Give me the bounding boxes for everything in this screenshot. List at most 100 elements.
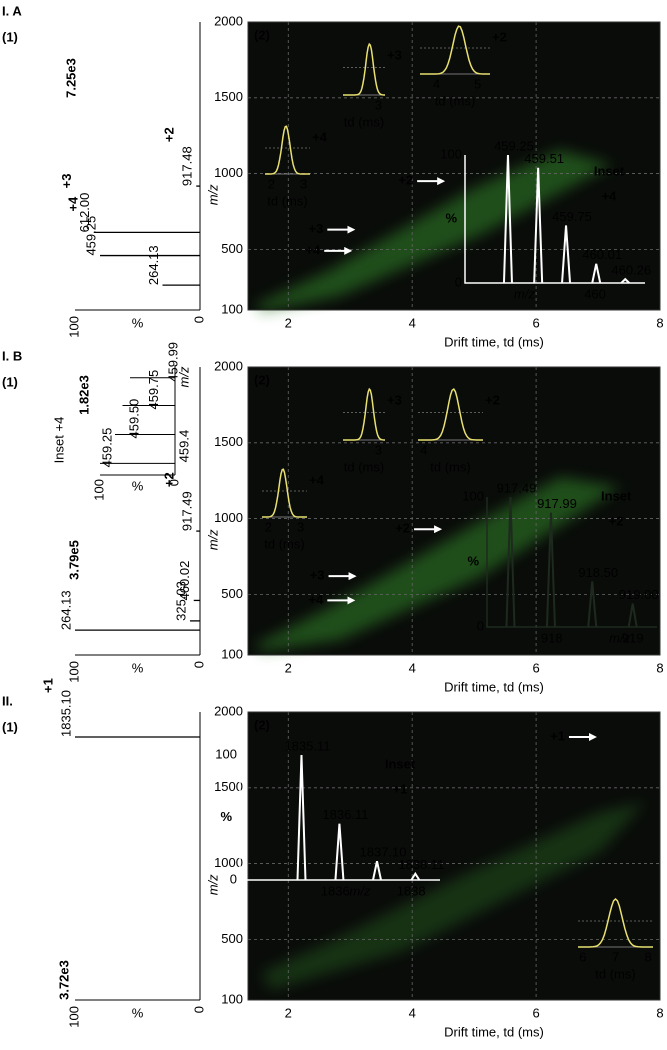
spectrum-tick-label: 100 <box>66 316 81 338</box>
inset-axis-label: td (ms) <box>344 459 384 474</box>
y-tick-label: 1000 <box>214 165 243 180</box>
peak-label: 917.99 <box>537 496 577 511</box>
inset-unit: % <box>445 210 457 225</box>
panel-subtitle: (2) <box>254 372 270 387</box>
panel-title: I. A <box>2 3 22 18</box>
inset-charge: +2 <box>609 513 624 528</box>
peak-label: 917.49 <box>497 480 537 495</box>
inset-axes <box>486 497 657 628</box>
drift-peak <box>420 25 490 75</box>
x-tick-label: 4 <box>409 660 416 675</box>
peak-label: 459.75 <box>552 209 592 224</box>
inset-tick-label: 8 <box>644 949 651 964</box>
heatmap-frame <box>247 711 661 1001</box>
inset-tick-label: 0 <box>166 479 181 486</box>
inset-title: Inset <box>385 756 416 771</box>
inset-title: Inset <box>601 488 632 503</box>
peak-label: 919.00 <box>619 587 659 602</box>
x-axis-label: Drift time, td (ms) <box>444 334 544 349</box>
charge-label: +4 <box>312 129 328 144</box>
inset-tick-label: 100 <box>440 146 462 161</box>
spectrum-tick-label: 0 <box>191 1006 206 1013</box>
y-tick-label: 1500 <box>214 779 243 794</box>
inset-tick-label: 5 <box>474 76 481 91</box>
inset-unit: % <box>467 553 479 568</box>
peak-label: 459.99 <box>165 342 180 382</box>
spectrum-tick-label: 0 <box>191 661 206 668</box>
ion-label: +2 <box>398 173 413 188</box>
x-axis-label: Drift time, td (ms) <box>444 1024 544 1039</box>
panel-subtitle: (1) <box>2 29 18 44</box>
drift-peak <box>265 125 310 175</box>
x-tick-label: 2 <box>285 315 292 330</box>
y-tick-label: 500 <box>221 586 243 601</box>
spectrum-unit: % <box>132 660 144 675</box>
charge-label: +4 <box>309 472 325 487</box>
inset-unit: % <box>132 478 144 493</box>
drift-peak <box>343 387 385 441</box>
mass-peak <box>410 871 421 881</box>
scale-label: 3.72e3 <box>56 960 71 1000</box>
scale-label: 3.79e5 <box>66 540 81 580</box>
peak-label: 1836.11 <box>322 807 368 822</box>
charge-label: +2 <box>492 29 507 44</box>
inset-axis-label: m/z <box>609 630 630 645</box>
panel-subtitle: (1) <box>2 374 18 389</box>
x-tick-label: 4 <box>409 1005 416 1020</box>
peak-label: 264.13 <box>146 245 161 285</box>
inset-charge: +1 <box>393 781 408 796</box>
inset-tick-label: 3 <box>300 176 307 191</box>
inset-charge: +4 <box>602 188 618 203</box>
inset-tick-label: 0 <box>477 618 484 633</box>
inset-tick-label: 2 <box>265 519 272 534</box>
charge-label: +2 <box>162 127 177 142</box>
spectrum-unit: % <box>132 1005 144 1020</box>
inset-axis-label: td (ms) <box>267 193 307 208</box>
peak-label: 325.03 <box>173 581 188 621</box>
peak-label: 459.51 <box>524 151 564 166</box>
inset-tick-label: 7 <box>612 949 619 964</box>
y-axis-label: m/z <box>205 184 220 205</box>
ion-label: +4 <box>305 242 321 257</box>
charge-label: +1 <box>40 678 55 693</box>
heatmap-frame <box>247 366 661 656</box>
x-axis-label: Drift time, td (ms) <box>444 679 544 694</box>
mass-peak <box>502 154 513 284</box>
mass-peak <box>334 823 345 881</box>
ion-label: +3 <box>308 221 323 236</box>
y-axis-label: m/z <box>205 529 220 550</box>
inset-axis-label: m/z <box>350 883 371 898</box>
inset-tick-label: 6 <box>579 949 586 964</box>
mass-peak <box>591 263 602 284</box>
heatmap-background <box>248 367 660 655</box>
heatmap-frame <box>247 21 661 311</box>
inset-tick-label: 3 <box>375 97 382 112</box>
ion-label: +1 <box>550 728 565 743</box>
inset-tick-label: 3 <box>297 519 304 534</box>
inset-tick-label: 100 <box>91 479 106 501</box>
inset-tick-label: 460 <box>584 286 606 301</box>
charge-label: +2 <box>485 392 500 407</box>
peak-label: 459.25 <box>99 428 114 468</box>
x-tick-label: 6 <box>532 1005 539 1020</box>
charge-label: +2 <box>162 472 177 487</box>
ion-label: +2 <box>395 521 410 536</box>
peak-label: 460.26 <box>611 263 651 278</box>
panel-title: I. B <box>2 348 22 363</box>
inset-axis-label: td (ms) <box>344 114 384 129</box>
inset-tick-label: 0 <box>230 871 237 886</box>
drift-peak <box>578 897 653 948</box>
inset-axis-label: td (ms) <box>435 93 475 108</box>
inset-tick-label: 100 <box>215 746 237 761</box>
spectrum-tick-label: 100 <box>66 661 81 683</box>
drift-peak <box>262 468 307 518</box>
y-tick-label: 100 <box>221 646 243 661</box>
charge-label: +4 <box>65 196 80 212</box>
mass-peak <box>627 603 638 628</box>
panel-title: II. <box>2 693 13 708</box>
inset-axis-label: m/z <box>176 366 191 387</box>
mass-peak <box>372 861 382 881</box>
panel-subtitle: (2) <box>254 27 270 42</box>
signal-glow <box>262 802 645 990</box>
